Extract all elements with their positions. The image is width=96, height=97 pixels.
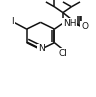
Text: O: O [81, 22, 88, 31]
Text: N: N [38, 45, 44, 53]
Text: I: I [11, 17, 14, 26]
Text: Cl: Cl [58, 49, 67, 58]
Text: NH: NH [63, 19, 76, 28]
